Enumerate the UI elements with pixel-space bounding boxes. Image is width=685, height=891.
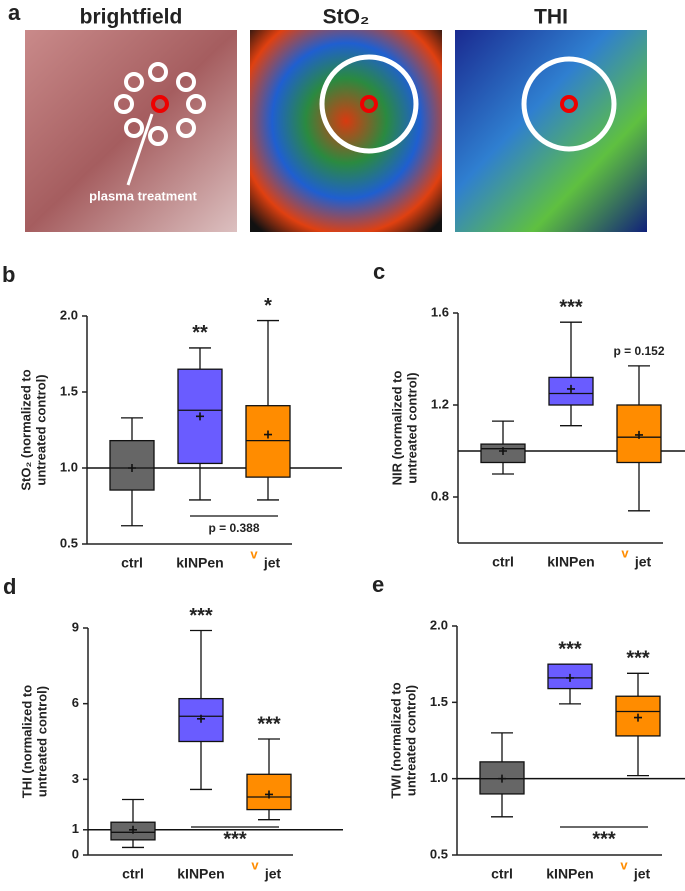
mean-marker [129, 825, 137, 834]
roi-circle [319, 54, 419, 154]
significance-label: p = 0.388 [208, 521, 259, 535]
mean-marker [197, 714, 205, 723]
significance-label: *** [559, 296, 583, 318]
mean-marker [265, 790, 273, 799]
x-tick-label: kINPen [176, 555, 223, 571]
x-tick-label: kINPen [546, 866, 593, 882]
x-tick-label: jet [263, 555, 281, 571]
y-tick-label: 1.0 [430, 770, 448, 785]
panel-letter: a [8, 0, 21, 25]
y-tick-label: 2.0 [430, 617, 448, 632]
center-spot [360, 95, 378, 113]
y-axis-label: untreated control) [403, 685, 418, 796]
mean-marker [567, 384, 575, 393]
x-tick-label: jet [264, 866, 282, 882]
mean-marker [566, 673, 574, 682]
significance-label: p = 0.152 [613, 344, 664, 358]
significance-label: *** [223, 828, 247, 850]
treatment-spots [114, 62, 206, 146]
box [178, 697, 224, 743]
y-tick-label: 0 [72, 846, 79, 861]
x-tick-label: jet [634, 554, 652, 570]
roi-circle [521, 56, 617, 152]
x-tick-label: jet [633, 866, 651, 882]
box [245, 405, 291, 478]
y-axis-label: untreated control) [33, 374, 48, 485]
center-spot [560, 95, 578, 113]
category-mark: v [621, 545, 629, 560]
y-axis-label: untreated control) [34, 686, 49, 797]
y-tick-label: 0.8 [431, 488, 449, 503]
category-mark: v [251, 857, 259, 872]
significance-label: *** [257, 713, 281, 735]
y-tick-label: 1.2 [431, 396, 449, 411]
y-axis-label: untreated control) [404, 372, 419, 483]
y-tick-label: 1 [72, 821, 79, 836]
significance-label: *** [626, 648, 650, 670]
mean-marker [635, 430, 643, 439]
significance-label: *** [592, 828, 616, 850]
y-tick-label: 1.5 [430, 694, 448, 709]
category-mark: v [250, 546, 258, 561]
y-axis-label: THI (normalized to [19, 685, 34, 798]
x-tick-label: ctrl [491, 866, 513, 882]
mean-marker [634, 713, 642, 722]
y-tick-label: 3 [72, 771, 79, 786]
image-annotation: plasma treatment [89, 188, 197, 203]
mean-marker [264, 430, 272, 439]
significance-label: ** [192, 322, 208, 344]
y-tick-label: 1.6 [431, 304, 449, 319]
significance-label: * [264, 295, 272, 317]
image-title: THI [534, 6, 568, 29]
significance-label: *** [189, 605, 213, 627]
image-title: brightfield [80, 6, 183, 29]
y-tick-label: 6 [72, 695, 79, 710]
y-tick-label: 1.5 [60, 383, 78, 398]
y-axis-label: TWI (normalized to [388, 682, 403, 798]
mean-marker [498, 774, 506, 783]
category-mark: v [620, 857, 628, 872]
arrow [126, 113, 154, 186]
panel-letter: d [3, 574, 16, 599]
y-tick-label: 2.0 [60, 307, 78, 322]
y-axis-label: StO₂ (normalized to [18, 369, 33, 490]
center-spot [151, 95, 169, 113]
x-tick-label: kINPen [547, 554, 594, 570]
significance-label: *** [558, 638, 582, 660]
brightfield-image [25, 30, 237, 232]
y-tick-label: 1.0 [60, 459, 78, 474]
mean-marker [499, 447, 507, 455]
mean-marker [196, 412, 204, 421]
panel-letter: b [2, 262, 15, 287]
x-tick-label: ctrl [122, 866, 144, 882]
x-tick-label: kINPen [177, 866, 224, 882]
y-tick-label: 0.5 [60, 535, 78, 550]
panel-letter: c [373, 259, 385, 284]
y-tick-label: 9 [72, 619, 79, 634]
mean-marker [128, 464, 136, 472]
x-tick-label: ctrl [121, 555, 143, 571]
y-axis-label: NIR (normalized to [389, 371, 404, 486]
panel-letter: e [372, 572, 384, 597]
x-tick-label: ctrl [492, 554, 514, 570]
y-tick-label: 0.5 [430, 846, 448, 861]
image-title: StO₂ [323, 6, 370, 29]
